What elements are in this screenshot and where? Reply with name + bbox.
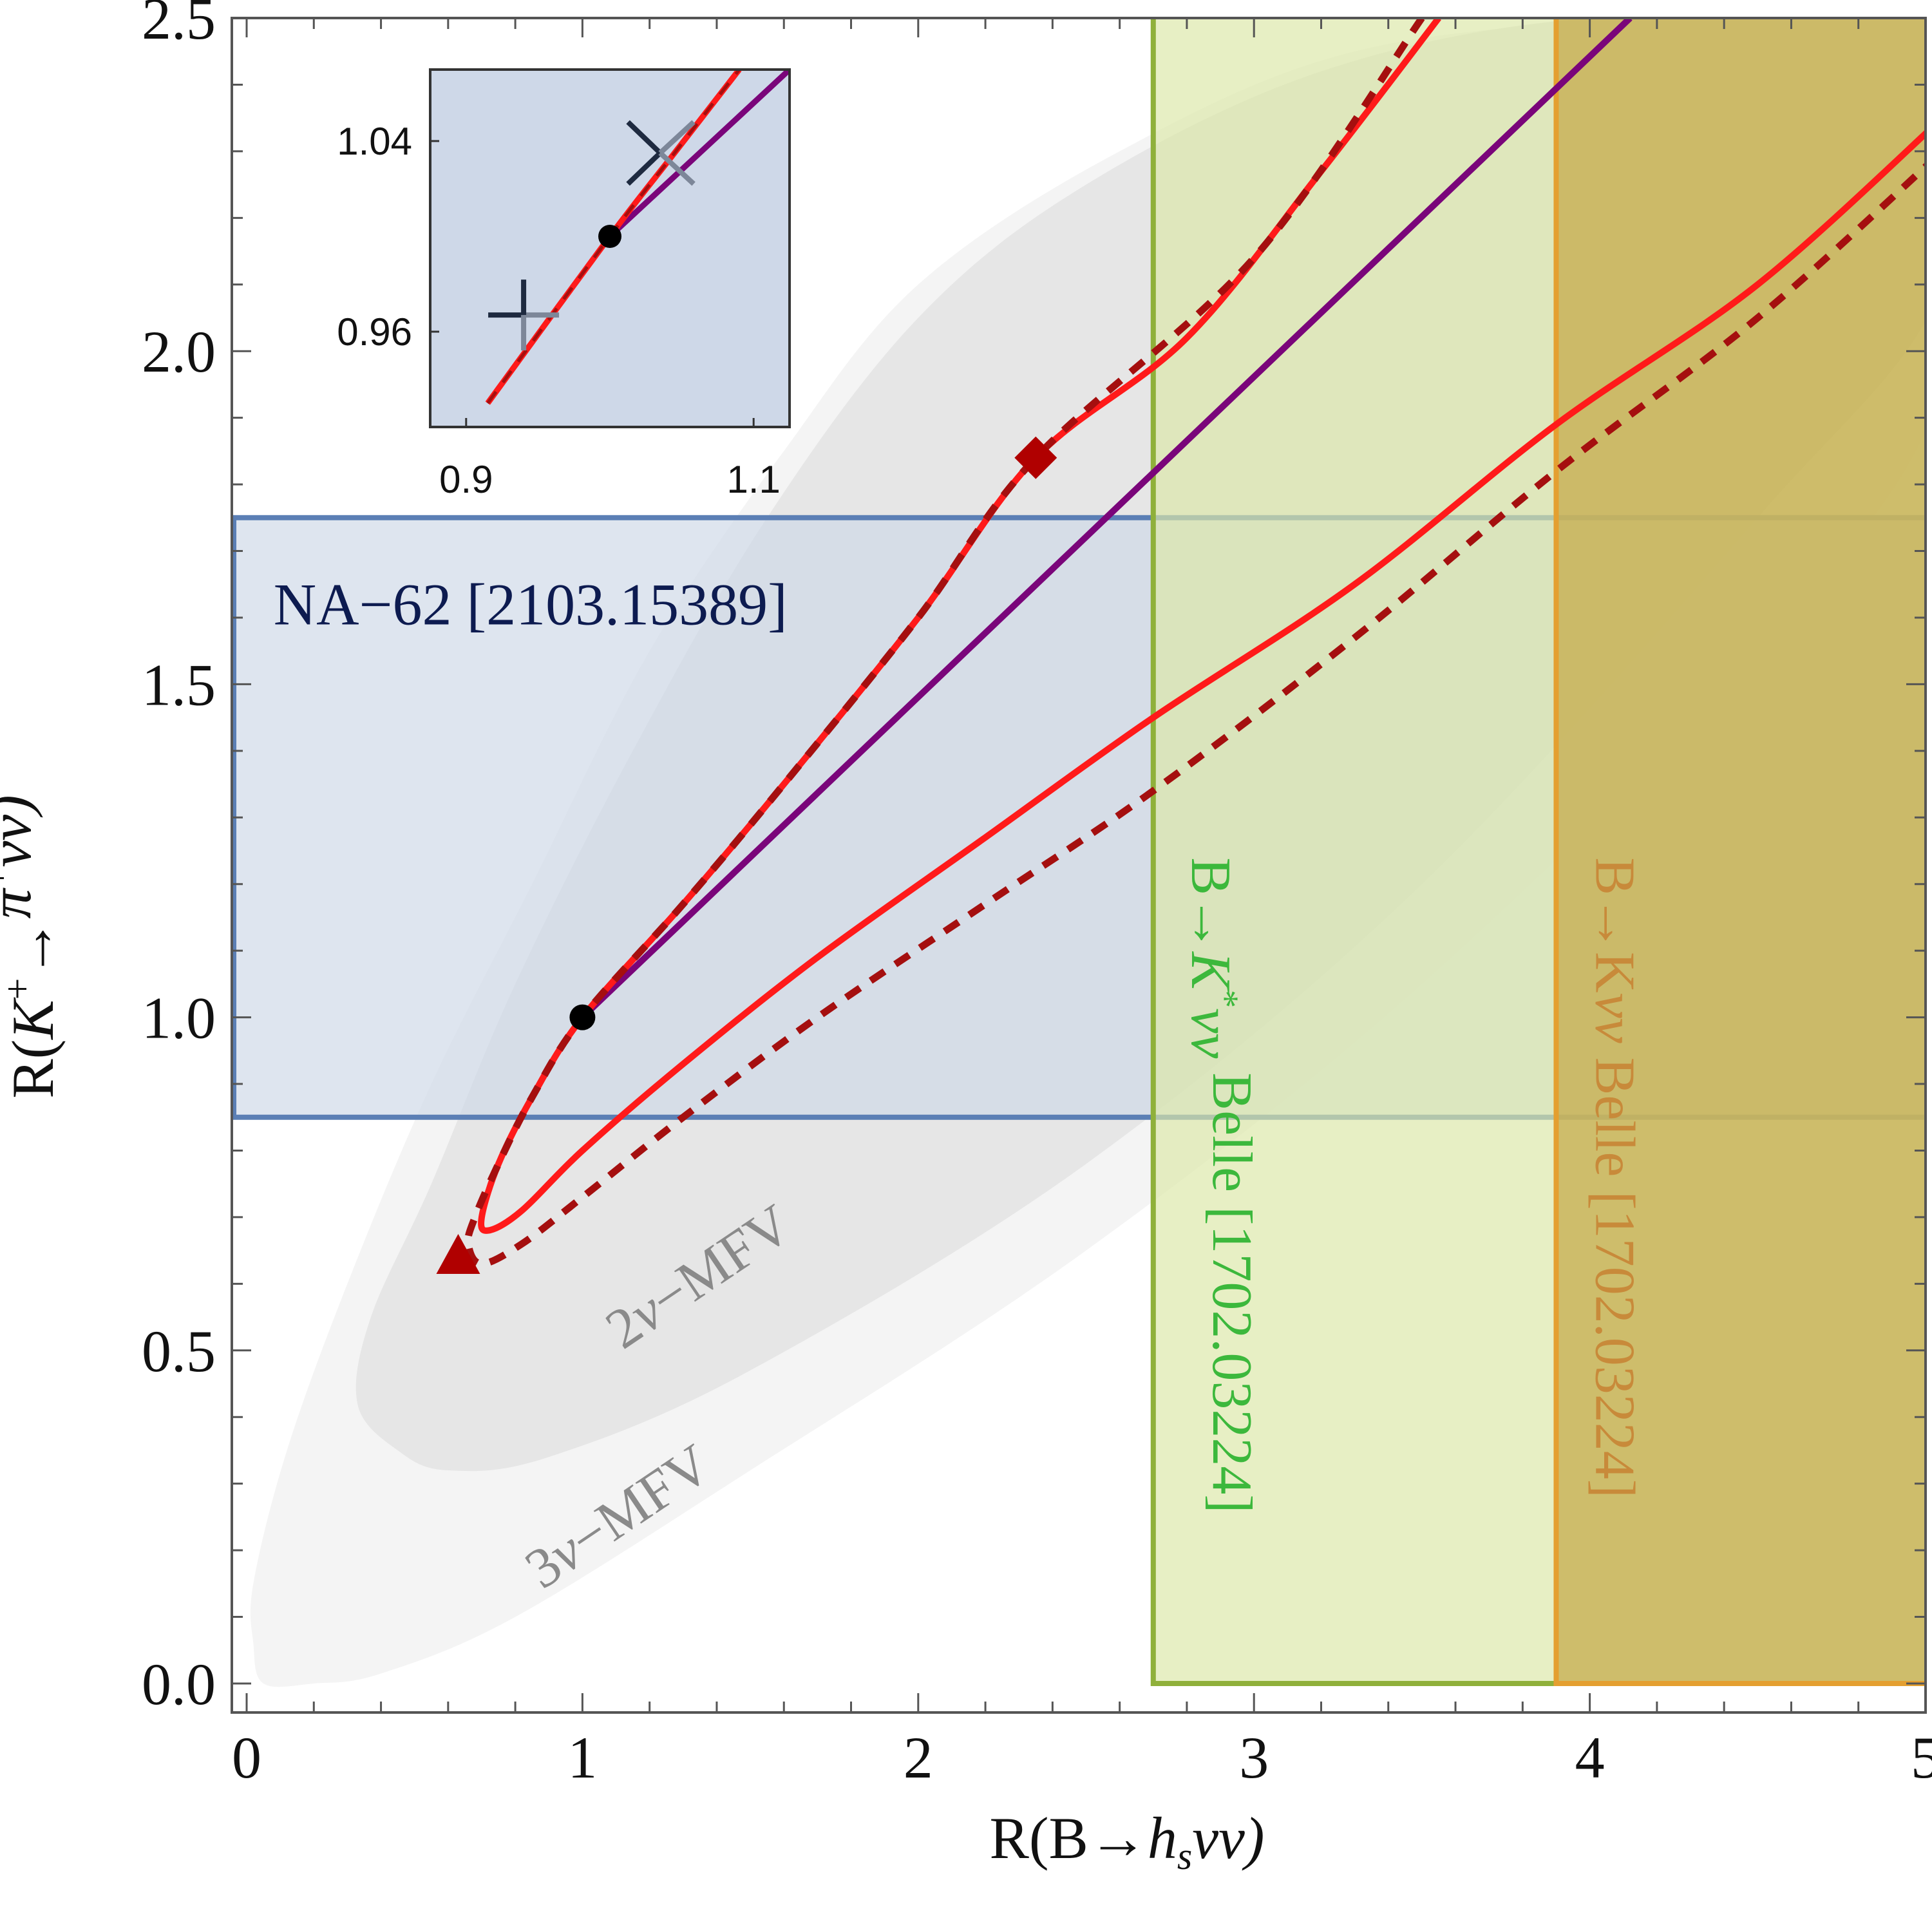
x-tick-label: 5 bbox=[1911, 1725, 1932, 1790]
inset-dashed-curve bbox=[486, 70, 741, 404]
inset-x-tick-label: 1.1 bbox=[726, 458, 780, 501]
benchmark-markers bbox=[436, 436, 1057, 1274]
kstar-belle-band-label: B→K*νν Belle [1702.03224] bbox=[1179, 857, 1263, 1513]
inset-content bbox=[485, 70, 790, 405]
inset-axes: 0.9 1.1 0.96 1.04 bbox=[337, 120, 781, 501]
inset-y-tick-label: 0.96 bbox=[337, 310, 412, 354]
x-tick-label: 4 bbox=[1575, 1725, 1605, 1790]
plot-frame bbox=[231, 17, 1927, 1714]
x-tick-label: 3 bbox=[1239, 1725, 1269, 1790]
x-axis: 0 1 2 3 4 5 bbox=[232, 18, 1932, 1790]
darkred-dashed-curve bbox=[464, 18, 1926, 1267]
k-belle-band-label: B→Kνν Belle [1702.03224] bbox=[1583, 857, 1645, 1498]
inset-cross bbox=[626, 120, 696, 186]
na62-band-label: NA−62 [2103.15389] bbox=[274, 571, 788, 637]
plot-area bbox=[232, 18, 1926, 1689]
inset-plus bbox=[488, 280, 560, 351]
purple-curve bbox=[580, 18, 1633, 1020]
y-tick-label: 2.5 bbox=[142, 0, 216, 52]
y-tick-label: 1.5 bbox=[142, 652, 216, 717]
diamond-point bbox=[1014, 436, 1057, 479]
x-tick-label: 2 bbox=[904, 1725, 933, 1790]
y-axis: 0.0 0.5 1.0 1.5 2.0 2.5 bbox=[142, 0, 1926, 1717]
inset-zoom: 0.9 1.1 0.96 1.04 bbox=[337, 68, 791, 501]
y-tick-label: 2.0 bbox=[142, 319, 216, 384]
inset-background bbox=[430, 70, 790, 427]
y-tick-label: 1.0 bbox=[142, 985, 216, 1051]
y-tick-label: 0.5 bbox=[142, 1318, 216, 1384]
inset-purple-curve bbox=[607, 70, 790, 239]
x-tick-label: 1 bbox=[567, 1725, 597, 1790]
inset-sm-point bbox=[598, 225, 621, 248]
inset-x-tick-label: 0.9 bbox=[439, 458, 493, 501]
x-axis-title: R(B→hsνν) bbox=[989, 1805, 1264, 1877]
inset-y-tick-label: 1.04 bbox=[337, 120, 412, 163]
sm-point bbox=[569, 1004, 596, 1030]
triangle-point bbox=[436, 1233, 480, 1274]
y-axis-title: R(K+→π+νν) bbox=[0, 795, 66, 1098]
inset-frame bbox=[429, 68, 791, 428]
x-tick-label: 0 bbox=[232, 1725, 261, 1790]
y-tick-label: 0.0 bbox=[142, 1651, 216, 1717]
